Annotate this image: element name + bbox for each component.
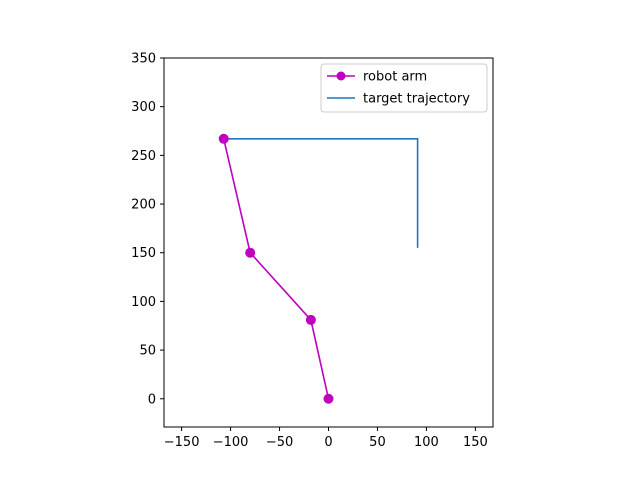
y-tick-label: 300	[131, 100, 156, 115]
data-point	[305, 314, 316, 325]
y-tick-label: 0	[148, 392, 156, 407]
x-tick-label: 50	[369, 435, 386, 450]
legend-item: target trajectory	[327, 92, 470, 107]
x-axis: −150 −100 −50 0 50 100 150	[164, 427, 488, 450]
y-tick-label: 150	[131, 246, 156, 261]
data-point	[218, 133, 229, 144]
plot-area	[163, 57, 494, 428]
x-tick-label: 150	[463, 435, 488, 450]
legend: robot arm target trajectory	[320, 63, 488, 113]
y-axis: 0 50 100 150 200 250 300 350	[131, 52, 164, 407]
y-tick-label: 50	[139, 344, 156, 359]
x-tick-label: −100	[213, 435, 249, 450]
data-point	[245, 247, 256, 258]
x-tick-label: −50	[266, 435, 293, 450]
legend-item: robot arm	[327, 70, 427, 85]
axes-frame	[163, 57, 494, 428]
y-tick-label: 200	[131, 198, 156, 213]
legend-box	[320, 63, 488, 113]
data-point	[323, 393, 334, 404]
y-tick-label: 350	[131, 52, 156, 67]
series-line-target-trajectory	[223, 138, 419, 248]
y-tick-label: 250	[131, 149, 156, 164]
series-layer	[218, 133, 419, 404]
series-line-robot-arm	[222, 138, 330, 399]
x-tick-label: 0	[324, 435, 332, 450]
x-tick-label: −150	[164, 435, 200, 450]
legend-marker	[336, 71, 346, 81]
y-tick-label: 100	[131, 295, 156, 310]
legend-label: target trajectory	[363, 92, 470, 107]
x-tick-label: 100	[414, 435, 439, 450]
legend-label: robot arm	[363, 70, 427, 85]
